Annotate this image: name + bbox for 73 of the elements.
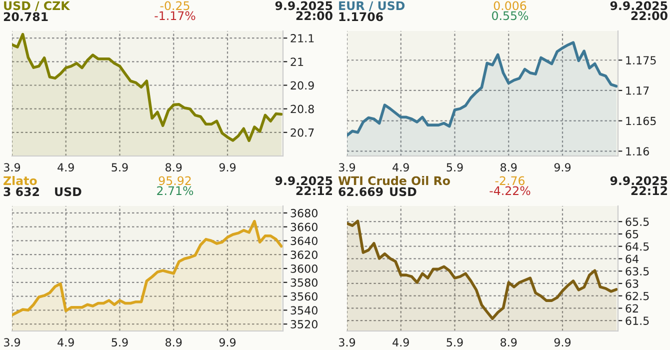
y-tick-label: 64.5 [626, 242, 649, 251]
y-tick-label: 1.165 [626, 116, 656, 126]
x-tick-label: 9.9 [554, 163, 571, 172]
x-tick-label: 5.9 [446, 338, 463, 347]
y-tick-label: 63 [626, 279, 638, 288]
x-tick-label: 4.9 [58, 338, 74, 347]
chart-title: USD / CZK [4, 1, 70, 12]
text: 3 632 [4, 187, 39, 196]
chart-title: WTI Crude Oil Ro [338, 176, 450, 186]
x-tick-label: 8.9 [500, 338, 517, 347]
y-tick-label: 3660 [290, 222, 318, 232]
text: 22:12 [296, 186, 332, 195]
y-tick-label: 3680 [290, 208, 318, 218]
chart-title: Zlato [4, 176, 37, 186]
x-tick-label: 9.9 [219, 338, 236, 347]
y-tick-label: 3560 [290, 292, 318, 301]
chart-title: EUR / USD [339, 1, 405, 12]
y-tick-label: 20.8 [290, 104, 314, 114]
x-tick-label: 3.9 [339, 338, 356, 347]
y-tick-label: 64 [626, 254, 638, 264]
x-tick-label: 9.9 [554, 338, 571, 347]
y-tick-label: 1.16 [626, 147, 649, 156]
text: 22:00 [631, 11, 668, 20]
y-tick-label: 3600 [290, 264, 318, 273]
y-tick-label: 65.5 [626, 218, 649, 226]
x-tick-label: 3.9 [4, 338, 20, 347]
y-tick-label: 20.9 [290, 81, 314, 90]
x-tick-label: 9.9 [219, 163, 236, 172]
x-tick-label: 3.9 [4, 163, 20, 172]
y-tick-label: 3640 [290, 236, 318, 246]
text: 62.669 [338, 187, 383, 196]
text: 9.9.2025 [610, 1, 668, 10]
text: 22:12 [631, 186, 667, 195]
y-tick-label: 65 [626, 230, 638, 238]
text: 9.9.2025 [610, 176, 668, 186]
text: 1.1706 [339, 12, 383, 22]
y-tick-label: 63.5 [626, 267, 649, 276]
x-tick-label: 4.9 [392, 338, 409, 347]
text: -0.25 [160, 1, 190, 10]
x-tick-label: 5.9 [446, 163, 463, 172]
text: 20.781 [4, 12, 48, 22]
y-tick-label: 21.1 [290, 34, 314, 42]
text: -4.22% [490, 186, 530, 196]
x-tick-label: 3.9 [339, 163, 356, 172]
text: 0.55% [492, 11, 528, 20]
text: 2.71% [157, 186, 194, 196]
text: 22:00 [296, 11, 332, 20]
text: 95.92 [158, 176, 191, 186]
y-tick-label: 3580 [290, 278, 318, 287]
text: 9.9.2025 [275, 1, 332, 10]
x-tick-label: 8.9 [500, 163, 517, 172]
x-tick-label: 8.9 [166, 163, 182, 172]
text: USD [390, 187, 416, 196]
y-tick-label: 21 [290, 58, 304, 66]
y-tick-label: 1.17 [626, 86, 649, 95]
x-tick-label: 4.9 [392, 163, 409, 172]
x-tick-label: 4.9 [58, 163, 74, 172]
x-tick-label: 8.9 [166, 338, 182, 347]
x-tick-label: 5.9 [112, 163, 128, 172]
text: -1.17% [154, 11, 196, 20]
y-tick-label: 20.7 [290, 128, 314, 137]
y-tick-label: 3620 [290, 250, 318, 259]
text: -2.76 [495, 176, 525, 186]
text: 0.006 [494, 1, 526, 10]
text: 9.9.2025 [275, 176, 332, 186]
y-tick-label: 3520 [290, 320, 318, 328]
text: USD [55, 187, 82, 196]
y-tick-label: 1.175 [626, 56, 656, 65]
x-tick-label: 5.9 [112, 338, 128, 347]
y-tick-label: 62.5 [626, 292, 649, 300]
y-tick-label: 3540 [290, 306, 318, 315]
y-tick-label: 62 [626, 304, 638, 313]
y-tick-label: 61.5 [626, 316, 649, 325]
